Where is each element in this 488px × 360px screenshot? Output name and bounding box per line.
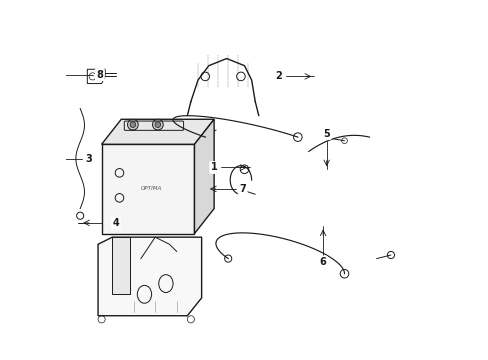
Polygon shape [98,237,201,316]
Text: 3: 3 [85,154,92,163]
Circle shape [127,119,138,130]
Polygon shape [102,119,214,144]
Circle shape [130,122,136,127]
Text: 5: 5 [323,129,329,139]
Text: 8: 8 [96,69,103,80]
Text: 4: 4 [112,218,119,228]
Polygon shape [102,144,194,234]
Text: OPTIMA: OPTIMA [141,186,162,192]
Polygon shape [194,119,214,234]
Polygon shape [112,237,130,294]
Circle shape [152,119,163,130]
Text: 2: 2 [274,71,281,81]
Circle shape [155,122,161,127]
Text: 7: 7 [239,184,245,194]
Text: 1: 1 [210,162,217,172]
Text: 6: 6 [319,257,326,267]
